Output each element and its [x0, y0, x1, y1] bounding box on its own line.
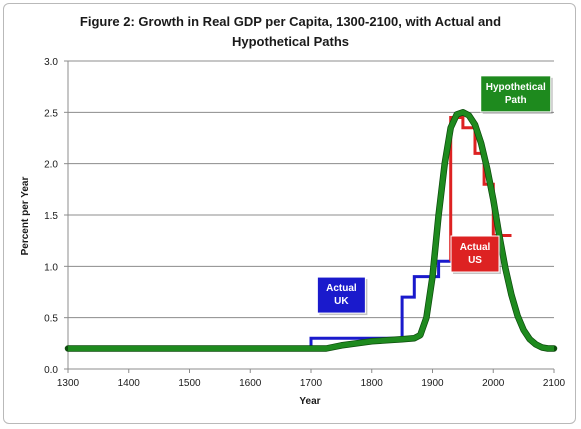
y-tick-label: 0.5 [44, 314, 58, 325]
y-tick-label: 3.0 [44, 57, 58, 68]
x-tick-label: 1300 [57, 378, 80, 389]
series-line-hypothetical-path [68, 109, 554, 351]
series-label-box [316, 276, 366, 314]
x-axis-label: Year [299, 396, 320, 407]
series-labels: Actual UK Actual US Hypothetical Path [316, 75, 553, 316]
series-label-text: Actual [326, 283, 357, 294]
y-tick-label: 1.5 [44, 211, 58, 222]
y-tick-label: 2.0 [44, 160, 58, 171]
chart-frame [3, 3, 576, 424]
x-tick-label: 1700 [300, 378, 323, 389]
x-tick-label: 2100 [543, 378, 566, 389]
x-tick-label: 1400 [118, 378, 141, 389]
series-label-text: US [468, 255, 482, 266]
series-layer [64, 109, 558, 352]
chart-title-line1: Figure 2: Growth in Real GDP per Capita,… [79, 14, 502, 29]
series-label-actual-uk: Actual UK [316, 276, 368, 316]
y-tick-label: 0.0 [44, 365, 58, 376]
x-tick-label: 2000 [482, 378, 505, 389]
y-tick-label: 1.0 [44, 262, 58, 273]
x-tick-label: 1500 [178, 378, 201, 389]
x-tick-label: 1600 [239, 378, 262, 389]
x-tick-label: 1800 [361, 378, 384, 389]
series-label-text: Actual [460, 242, 491, 253]
y-axis-label: Percent per Year [20, 177, 31, 256]
series-label-text: Hypothetical [486, 82, 546, 93]
series-label-hypothetical-path: Hypothetical Path [480, 75, 553, 114]
x-tick-label: 1900 [421, 378, 444, 389]
series-label-text: UK [334, 296, 349, 307]
series-label-box [480, 75, 552, 113]
chart-title-line2: Hypothetical Paths [231, 34, 350, 49]
chart-title: Figure 2: Growth in Real GDP per Capita,… [0, 12, 581, 52]
series-label-actual-us: Actual US [450, 235, 502, 275]
axes: 0.0 0.5 1.0 1.5 2.0 2.5 3.0 1300 1400 1500 1600 170… [44, 57, 565, 389]
y-tick-label: 2.5 [44, 108, 58, 119]
series-line-actual-uk [68, 259, 451, 350]
series-label-box [450, 235, 500, 273]
series-label-text: Path [505, 95, 527, 106]
